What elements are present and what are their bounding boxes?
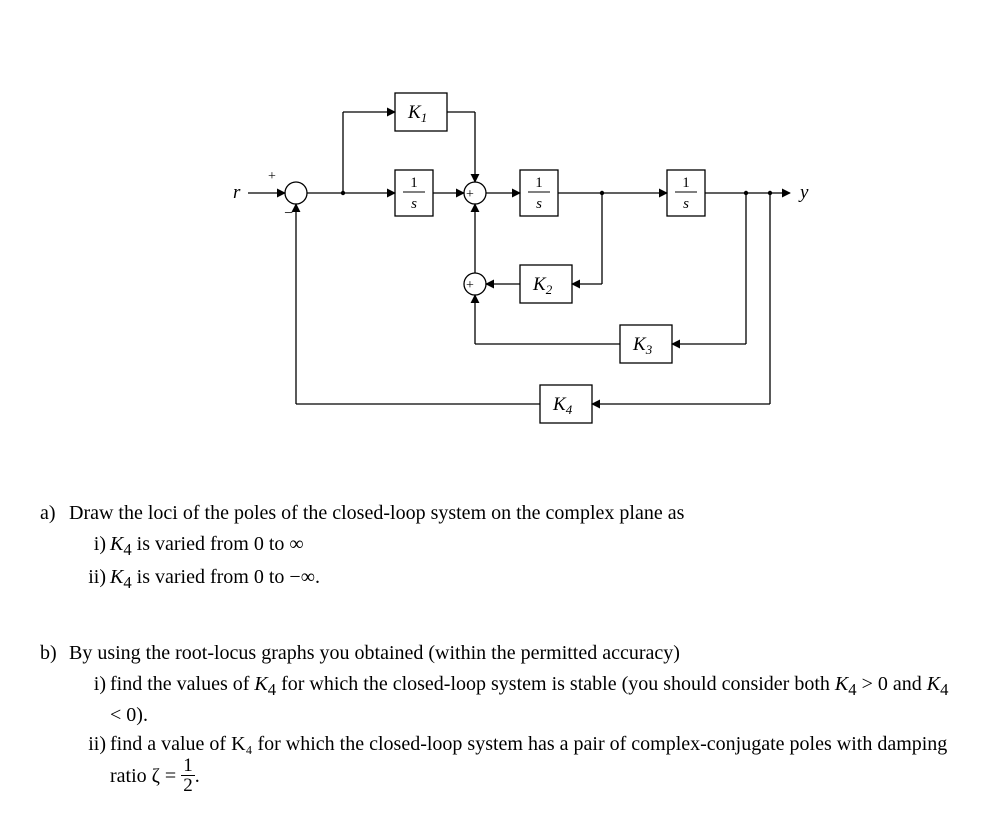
question-a: a) Draw the loci of the poles of the clo… (40, 500, 960, 596)
svg-text:K4: K4 (552, 394, 573, 417)
svg-text:+: + (466, 187, 474, 202)
svg-text:K2: K2 (532, 274, 553, 297)
question-a-i: i) K4 is varied from 0 to ∞ (76, 531, 960, 562)
output-label: y (798, 182, 809, 203)
svg-text:1: 1 (535, 175, 543, 191)
input-label: r (233, 182, 241, 203)
question-b-ii: ii) find a value of K₄ for which the clo… (76, 731, 960, 797)
label-b: b) (40, 640, 64, 667)
summing-junction-1 (285, 182, 307, 204)
question-b-i: i) find the values of K4 for which the c… (76, 671, 960, 729)
svg-text:−: − (284, 205, 293, 222)
svg-text:+: + (466, 278, 474, 293)
question-b-text: By using the root-locus graphs you obtai… (69, 642, 680, 664)
svg-text:+: + (268, 169, 276, 184)
svg-text:K3: K3 (632, 334, 653, 357)
question-a-ii: ii) K4 is varied from 0 to −∞. (76, 564, 960, 595)
question-b: b) By using the root-locus graphs you ob… (40, 640, 960, 799)
svg-text:1: 1 (682, 175, 690, 191)
label-a: a) (40, 500, 64, 527)
svg-text:1: 1 (410, 175, 418, 191)
svg-text:s: s (536, 196, 542, 212)
question-a-text: Draw the loci of the poles of the closed… (69, 502, 684, 524)
svg-text:s: s (683, 196, 689, 212)
block-diagram: r + − K1 1 s + 1 s (0, 0, 990, 470)
svg-text:s: s (411, 196, 417, 212)
svg-text:K1: K1 (407, 102, 427, 125)
